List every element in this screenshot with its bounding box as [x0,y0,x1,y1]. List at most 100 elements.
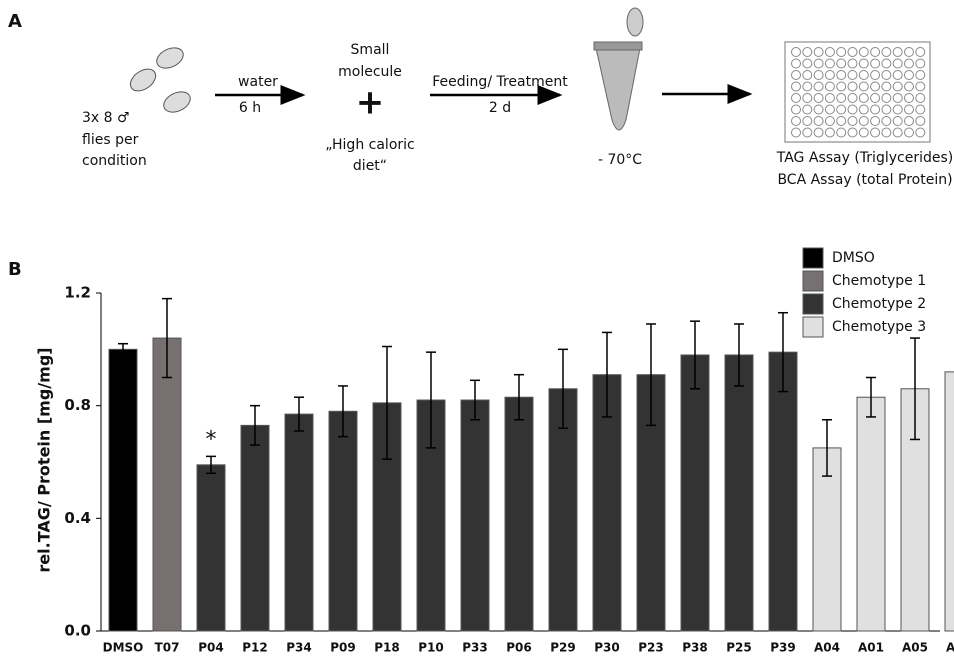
well [792,117,801,126]
well [848,128,857,137]
bar [945,372,954,631]
well [871,128,880,137]
well [905,71,914,80]
well [837,117,846,126]
well [792,59,801,68]
bar [769,352,797,631]
well [871,94,880,103]
well [916,117,925,126]
well [882,117,891,126]
well [825,71,834,80]
y-tick-label: 1.2 [64,284,91,302]
well [848,59,857,68]
x-tick-label: P23 [638,641,664,655]
bar [725,355,753,631]
x-tick-label: P34 [286,641,312,655]
well [882,128,891,137]
well [814,94,823,103]
well [848,82,857,91]
well [825,128,834,137]
well [916,59,925,68]
x-tick-label: P06 [506,641,532,655]
well [893,128,902,137]
bar [197,465,225,631]
well [916,128,925,137]
annotation: * [206,427,217,452]
well [916,71,925,80]
bar [285,414,313,631]
legend-label: Chemotype 3 [832,319,926,335]
x-tick-label: P09 [330,641,356,655]
bar [461,400,489,631]
well [825,48,834,57]
x-tick-label: P33 [462,641,488,655]
well [893,82,902,91]
well [825,117,834,126]
well [859,82,868,91]
well [848,48,857,57]
compound-text: diet“ [353,158,387,174]
x-tick-label: A05 [902,641,928,655]
well [792,82,801,91]
well [825,94,834,103]
x-tick-label: T07 [155,641,180,655]
plate-icon [785,42,930,142]
y-tick-label: 0.4 [64,509,91,527]
assay-text: TAG Assay (Triglycerides) [776,150,953,166]
well [871,82,880,91]
well [893,59,902,68]
well [825,105,834,114]
well [882,105,891,114]
well [859,59,868,68]
bar [153,338,181,631]
flies-icon [126,44,193,116]
bar [329,411,357,631]
well [848,105,857,114]
well [803,94,812,103]
well [859,105,868,114]
well [814,128,823,137]
bar [109,349,137,631]
figure: A 3x 8 ♂ flies per condition water 6 h S… [0,0,954,662]
y-axis-label: rel.TAG/ Protein [mg/mg] [35,347,54,572]
legend-label: Chemotype 1 [832,273,926,289]
well [916,94,925,103]
well [803,59,812,68]
well [792,48,801,57]
well [859,71,868,80]
well [825,82,834,91]
x-tick-label: P12 [242,641,268,655]
compound-text: „High caloric [325,137,414,153]
x-tick-label: DMSO [103,641,144,655]
well [814,59,823,68]
well [859,94,868,103]
well [882,59,891,68]
x-tick-label: P10 [418,641,444,655]
bar [505,397,533,631]
well [882,48,891,57]
flies-text: condition [82,153,147,169]
panel-label: B [8,259,22,280]
step-text: Feeding/ Treatment [432,74,568,90]
well [803,128,812,137]
well [803,48,812,57]
well [871,117,880,126]
bar [681,355,709,631]
well [803,105,812,114]
well [792,94,801,103]
well [814,82,823,91]
x-tick-label: A07 [946,641,954,655]
well [837,105,846,114]
well [871,71,880,80]
x-tick-label: P18 [374,641,400,655]
x-tick-label: P30 [594,641,620,655]
step-text: 6 h [239,100,261,116]
legend-swatch [803,248,823,268]
y-tick-label: 0.8 [64,396,91,414]
x-tick-label: A01 [858,641,884,655]
well [916,82,925,91]
well [916,105,925,114]
well [893,71,902,80]
well [882,94,891,103]
well [837,94,846,103]
